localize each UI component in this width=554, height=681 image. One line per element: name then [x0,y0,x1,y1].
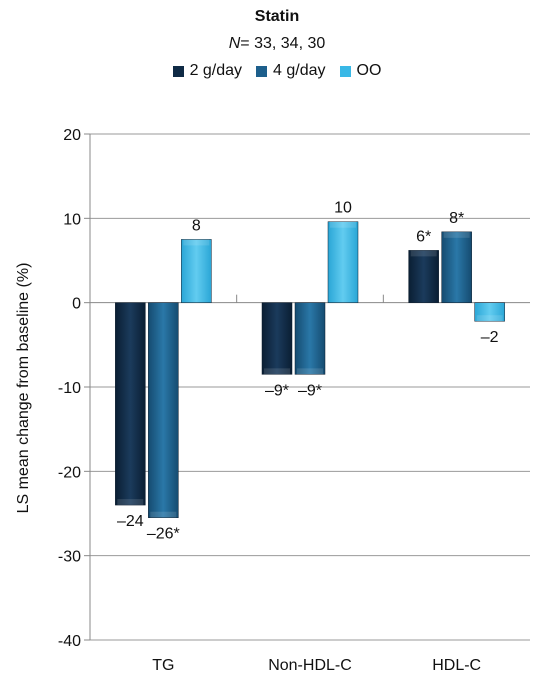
bar-bevel [410,250,437,257]
data-label: 6* [416,228,431,245]
y-tick-label: -10 [58,380,81,397]
bar-bevel [476,315,503,322]
bar [327,221,359,303]
y-tick-label: 10 [63,211,81,228]
subtitle-counts: = 33, 34, 30 [240,35,326,52]
legend-label-4g: 4 g/day [273,62,326,79]
bar [148,302,179,518]
bar-bevel [117,499,144,506]
data-label: –9* [298,382,322,399]
bar [294,302,326,375]
legend-swatch-2g [172,65,184,77]
bar [441,231,472,303]
data-label: 10 [334,200,352,217]
subtitle-n: N [228,35,241,52]
y-tick-label: 20 [63,127,81,144]
bar [408,250,439,303]
bar-bevel [183,239,210,246]
legend-item-2g: 2 g/day [172,62,243,80]
y-tick-label: -30 [58,549,81,566]
data-label: –26* [147,526,180,543]
y-tick-label: 0 [72,296,81,313]
legend-item-oo: OO [339,62,382,80]
bar [115,302,146,506]
chart-title: Statin [254,8,300,25]
data-label: –2 [481,329,499,346]
y-axis-label: LS mean change from baseline (%) [15,263,32,514]
legend-item-4g: 4 g/day [256,62,326,80]
bar-bevel [150,511,177,518]
bar-bevel [297,368,323,375]
legend-swatch-oo [339,65,351,77]
y-tick-label: -40 [58,633,81,650]
legend-label-oo: OO [356,62,382,79]
y-tick-label: -20 [58,464,81,481]
chart-subtitle: N= 33, 34, 30 [0,35,554,53]
x-tick-label: HDL-C [432,657,481,674]
data-label: –24 [117,513,144,530]
legend-label-2g: 2 g/day [189,62,243,79]
data-label: 8 [192,217,201,234]
chart-legend: 2 g/day 4 g/day OO [0,62,554,80]
legend-swatch-4g [256,65,268,77]
bar [181,239,212,303]
bar-bevel [264,368,290,375]
bar-bevel [330,221,356,228]
bar [261,302,293,375]
data-label: –9* [265,382,289,399]
bar [474,302,505,322]
x-tick-label: Non-HDL-C [268,657,352,674]
data-label: 8* [449,210,464,227]
x-tick-label: TG [152,657,174,674]
bar-bevel [443,231,470,238]
